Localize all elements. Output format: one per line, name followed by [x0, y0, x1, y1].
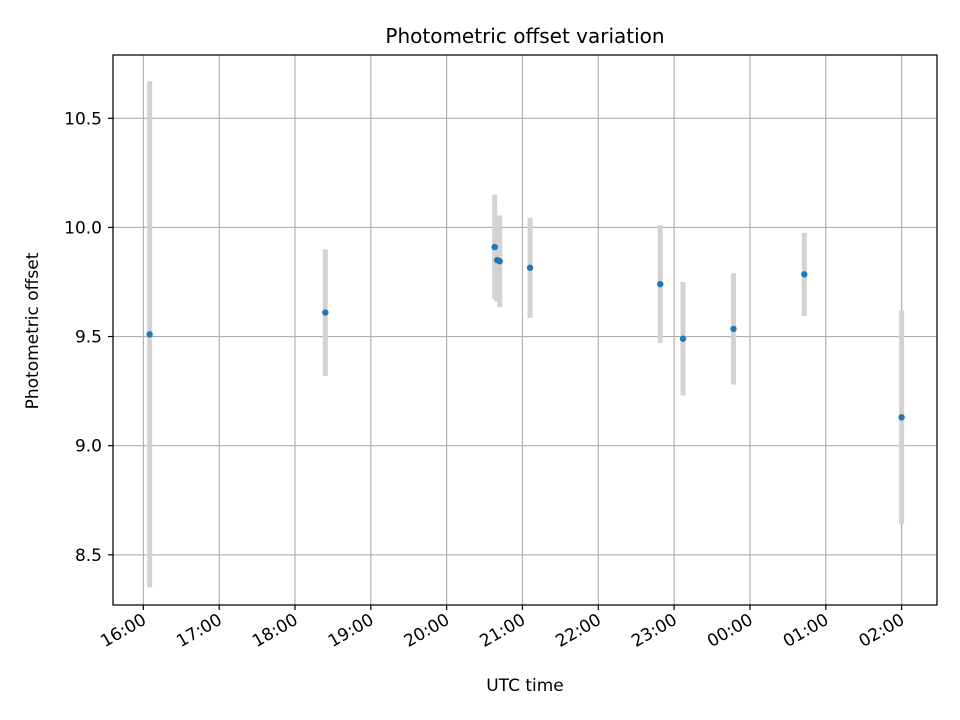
data-point — [526, 264, 534, 271]
y-tick-label: 9.0 — [75, 437, 102, 457]
plot-frame — [112, 54, 938, 606]
data-point — [322, 309, 329, 316]
data-point — [496, 258, 503, 265]
y-tick-label: 10.5 — [64, 109, 102, 129]
chart-title: Photometric offset variation — [385, 24, 664, 48]
y-tick-label: 9.5 — [75, 328, 102, 348]
data-point — [491, 243, 498, 251]
data-point — [801, 271, 808, 278]
data-point — [679, 335, 687, 342]
grid — [113, 55, 937, 605]
data-point — [898, 414, 905, 421]
data-point — [730, 325, 737, 333]
y-tick-label: 10.0 — [64, 218, 102, 238]
data-point — [657, 280, 664, 288]
y-axis-label: Photometric offset — [23, 252, 43, 409]
y-tick-label: 8.5 — [75, 546, 102, 566]
data-points — [146, 243, 905, 421]
x-axis-label: UTC time — [486, 676, 564, 696]
data-point — [146, 331, 153, 338]
